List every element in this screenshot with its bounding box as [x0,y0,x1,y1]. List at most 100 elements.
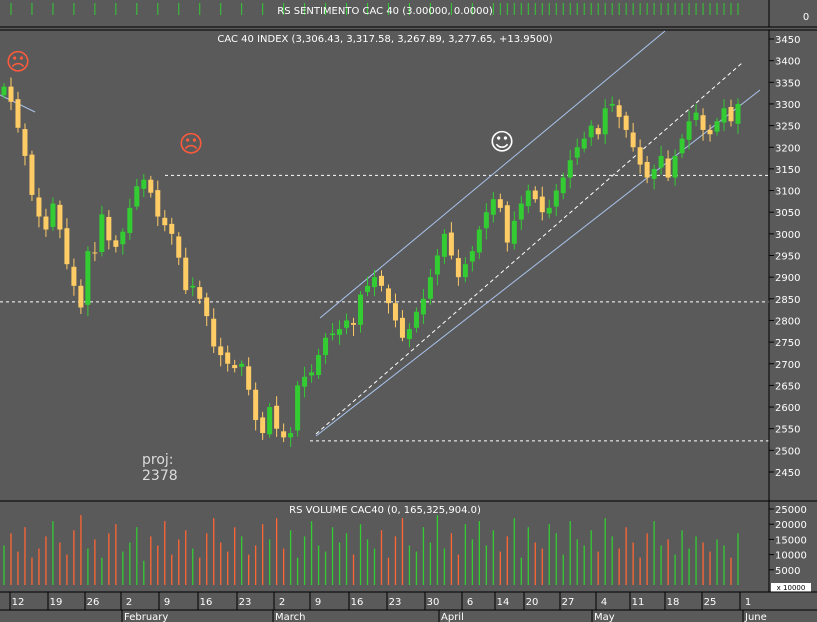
price-tick-label: 3300 [775,100,800,111]
candle-body [616,105,622,117]
candle-body [553,190,559,207]
candle-body [36,197,42,217]
candle-body [267,407,273,435]
volume-bars [3,515,739,585]
candle-body [483,212,489,229]
x-axis: 12 19 26 2 9 16 23 2 9 16 23 30 6 14 20 27 4 11 18 25 1 Febru… [0,592,817,622]
candle-body [539,196,545,213]
x-tick-label: 6 [467,597,473,608]
sentiment-title: RS SENTIMENTO CAC 40 (3.00000, 0.0000) [277,6,493,17]
price-tick-label: 3100 [775,187,800,198]
candle-body [57,204,63,230]
price-tick-label: 3150 [775,165,800,176]
projection-label: proj: [142,452,174,468]
x-tick-label: 2 [126,597,132,608]
month-label: March [275,612,305,622]
x-tick-label: 11 [632,597,645,608]
x-tick-label: 16 [351,597,364,608]
price-tick-label: 2550 [775,425,800,436]
sentiment-panel: RS SENTIMENTO CAC 40 (3.00000, 0.0000) 0 [0,0,817,31]
price-tick-label: 2600 [775,403,800,414]
projection-value: 2378 [142,468,178,484]
price-tick-label: 2850 [775,295,800,306]
candle-body [434,255,440,275]
candle-body [330,333,336,336]
candle-body [637,147,643,165]
candle-body [497,199,503,208]
price-panel: CAC 40 INDEX (3,306.43, 3,317.58, 3,267.… [0,30,817,502]
candle-body [511,220,517,244]
price-tick-label: 3450 [775,35,800,46]
candle-body [29,154,35,195]
candle-body [385,288,391,304]
candle-body [351,323,357,325]
candle-body [406,329,412,340]
price-tick-label: 2650 [775,381,800,392]
x-tick-label: 16 [200,597,213,608]
candle-body [274,405,280,429]
candle-body [218,346,224,356]
x-tick-label: 20 [526,597,539,608]
happy-face-icon: ☺ [489,128,514,156]
price-tick-label: 3050 [775,208,800,219]
x-tick-label: 1 [745,597,751,608]
candle-body [78,285,84,308]
candles [1,77,741,447]
x-tick-label: 9 [315,597,321,608]
x-tick-label: 18 [667,597,680,608]
candle-body [448,232,454,256]
channel-mid-line [315,62,743,435]
candle-body [1,86,7,96]
candle-body [85,251,91,305]
candle-body [679,138,685,154]
candle-body [469,251,475,262]
horizontal-levels [0,174,769,442]
candle-body [567,160,573,178]
price-tick-label: 2950 [775,252,800,263]
price-tick-label: 2800 [775,316,800,327]
candle-body [8,86,14,102]
x-tick-label: 25 [704,597,717,608]
candle-body [532,190,538,200]
candle-body [441,233,447,257]
volume-unit-box [771,583,811,592]
candle-body [462,264,468,278]
month-label: June [744,612,767,622]
candle-body [504,205,510,243]
volume-unit-label: x 10000 [777,584,806,592]
candle-body [155,190,161,217]
candle-body [323,337,329,356]
candle-body [490,199,496,215]
candle-body [211,318,217,347]
candle-body [630,132,636,148]
candle-body [148,179,154,193]
candle-body [64,228,70,265]
candle-body [476,229,482,253]
candle-body [288,433,294,438]
candle-body [197,287,203,299]
candle-body [413,311,419,328]
candle-body [644,161,650,178]
candle-body [316,355,322,376]
candle-body [162,217,168,226]
x-tick-label: 26 [87,597,100,608]
candle-body [246,366,252,390]
volume-y-ticks: 25000 20000 15000 10000 5000 [769,505,807,577]
candle-body [714,121,720,132]
candle-body [141,179,147,189]
candle-body [581,138,587,149]
price-tick-label: 2900 [775,273,800,284]
candle-body [183,257,189,291]
candle-body [127,207,133,233]
candle-body [420,298,426,315]
candle-body [71,266,77,286]
candle-body [693,112,699,120]
candle-body [595,128,601,135]
x-tick-label: 23 [389,597,402,608]
month-label: April [441,612,464,622]
candle-body [106,216,112,241]
candle-body [225,352,231,364]
candle-body [560,177,566,194]
x-tick-label: 23 [239,597,252,608]
